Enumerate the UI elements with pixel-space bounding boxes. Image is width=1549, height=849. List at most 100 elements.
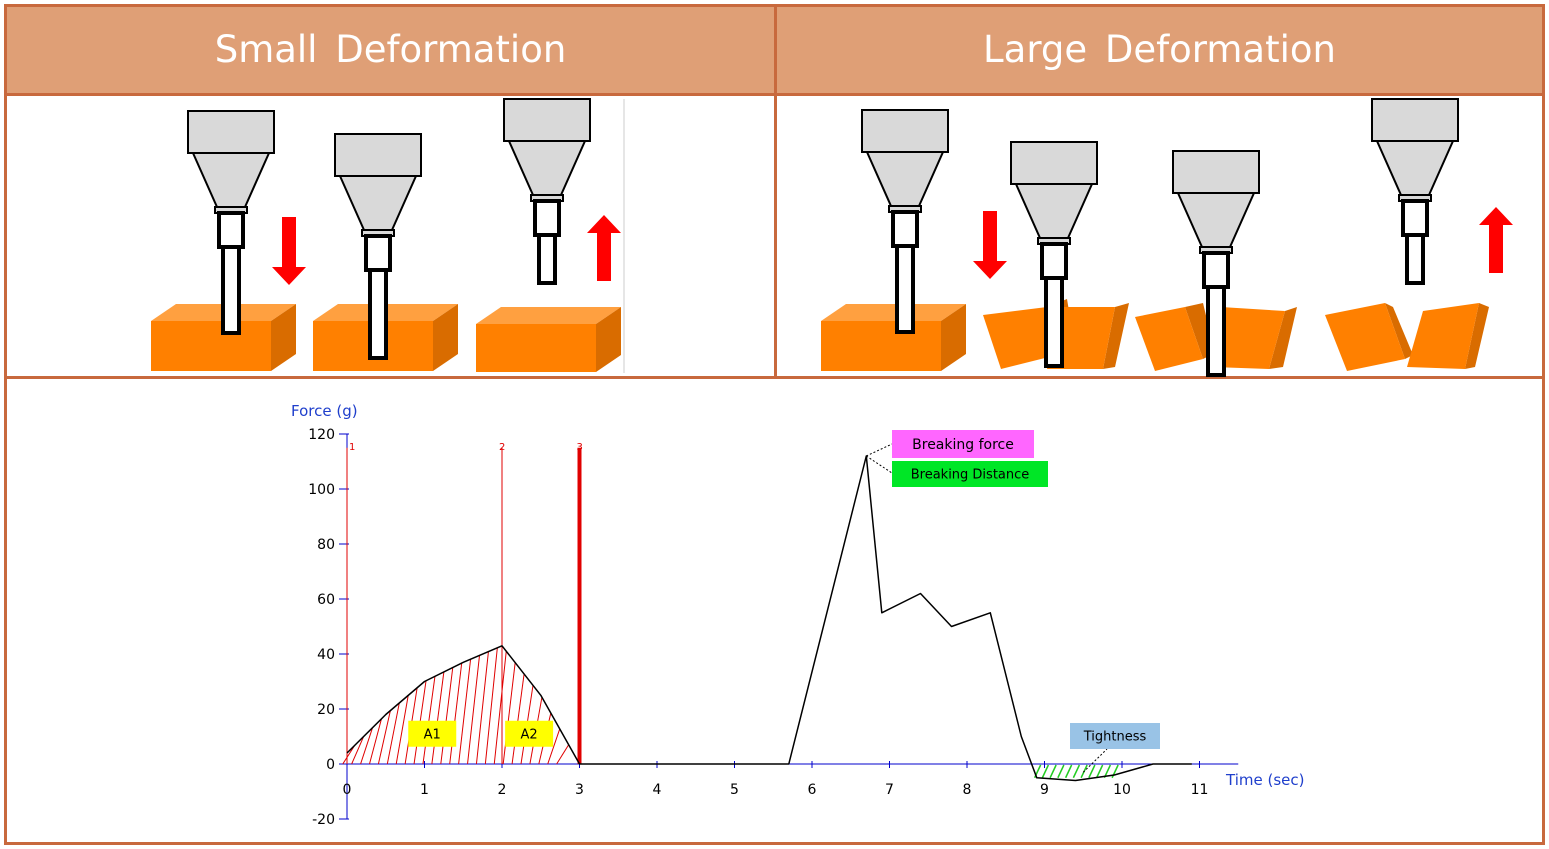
probe-chuck bbox=[1040, 242, 1068, 280]
x-tick-label: 4 bbox=[653, 782, 662, 798]
probe-large-4 bbox=[1371, 98, 1459, 285]
sample-block-4 bbox=[821, 304, 966, 371]
hatch-line bbox=[386, 702, 400, 765]
hatch-line bbox=[377, 710, 391, 765]
probe-chuck bbox=[533, 199, 561, 237]
region-label-a1-text: A1 bbox=[424, 727, 441, 742]
region-label-a2-text: A2 bbox=[521, 727, 538, 742]
column-divider bbox=[774, 7, 777, 379]
force-time-chart: -20 0 20 40 60 80 100 120 0 1 2 3 4 5 6 7 8 9 10 11 Force (g… bbox=[291, 402, 1304, 828]
probe-rod bbox=[1206, 285, 1226, 377]
hatch-line bbox=[511, 673, 525, 765]
block-front bbox=[151, 321, 271, 371]
region-label-a2: A2 bbox=[505, 720, 554, 747]
y-tick-label: 20 bbox=[317, 702, 335, 718]
breaking-distance-leader bbox=[865, 455, 893, 474]
block-front bbox=[476, 324, 596, 372]
piece-side bbox=[1103, 303, 1129, 369]
block-side bbox=[941, 304, 966, 371]
marker-label-3: 3 bbox=[577, 442, 583, 453]
probe-body bbox=[187, 110, 275, 154]
y-tick-label: 60 bbox=[317, 592, 335, 608]
hatch-line bbox=[431, 671, 445, 765]
block-side bbox=[271, 304, 296, 371]
hatch-line bbox=[1088, 764, 1096, 779]
row-divider bbox=[7, 376, 1542, 379]
breaking-force-label-bg bbox=[892, 430, 1034, 458]
piece-front bbox=[1407, 303, 1479, 369]
probe-body bbox=[1172, 150, 1260, 194]
probe-rod bbox=[1044, 276, 1064, 368]
y-tick-label: 120 bbox=[308, 427, 335, 443]
breaking-distance-label-bg bbox=[892, 461, 1048, 487]
x-tick-label: 5 bbox=[730, 782, 739, 798]
piece-front bbox=[1213, 307, 1285, 369]
region-label-a1: A1 bbox=[408, 720, 457, 747]
probe-large-1 bbox=[861, 109, 949, 334]
hatch-line bbox=[1041, 764, 1050, 779]
y-tick-label: 40 bbox=[317, 647, 335, 663]
down-arrow-small bbox=[272, 217, 306, 285]
tightness-label: Tightness bbox=[1070, 723, 1160, 749]
x-tick-label: 0 bbox=[343, 782, 352, 798]
hatch-line bbox=[1057, 764, 1065, 779]
x-tick-label: 9 bbox=[1040, 782, 1049, 798]
probe-body bbox=[503, 98, 591, 142]
hatch-line bbox=[369, 718, 382, 765]
probe-chuck bbox=[217, 211, 245, 249]
region-label-a2-bg bbox=[505, 720, 554, 747]
hatch-line bbox=[1095, 764, 1104, 779]
block-top bbox=[821, 304, 966, 321]
block-front bbox=[821, 321, 941, 371]
breaking-force-label-text: Breaking force bbox=[912, 437, 1014, 453]
hatch-line bbox=[342, 745, 356, 765]
up-arrow-large bbox=[1479, 207, 1513, 273]
probe-body bbox=[1371, 98, 1459, 142]
probe-rod bbox=[368, 268, 388, 360]
y-tick-label: 80 bbox=[317, 537, 335, 553]
probe-small-3 bbox=[503, 98, 591, 285]
marker-label-1: 1 bbox=[349, 442, 355, 453]
piece-side bbox=[1465, 303, 1489, 369]
x-tick-label: 10 bbox=[1113, 782, 1131, 798]
tightness-label-text: Tightness bbox=[1083, 730, 1147, 745]
hatch-line bbox=[467, 655, 481, 765]
probe-rod bbox=[1405, 233, 1425, 285]
piece-front bbox=[1325, 303, 1405, 371]
tightness-label-bg bbox=[1070, 723, 1160, 749]
probe-small-1 bbox=[187, 110, 275, 335]
probe-body bbox=[334, 133, 422, 177]
small-deformation-title: Small Deformation bbox=[214, 28, 567, 71]
hatch-line bbox=[1049, 764, 1057, 779]
hatch-line bbox=[556, 744, 570, 765]
hatch-line bbox=[484, 647, 498, 765]
block-side bbox=[433, 304, 458, 371]
x-tick-label: 2 bbox=[498, 782, 507, 798]
figure-frame: Small Deformation Large Deformation -20 0… bbox=[4, 4, 1545, 845]
piece-side bbox=[1269, 307, 1297, 369]
broken-piece-6 bbox=[1407, 303, 1489, 369]
y-axis-title: Force (g) bbox=[291, 402, 358, 420]
x-tick-label: 6 bbox=[808, 782, 817, 798]
x-tick-label: 8 bbox=[963, 782, 972, 798]
hatch-line bbox=[1072, 764, 1081, 779]
up-arrow-small bbox=[587, 215, 621, 281]
hatch-line bbox=[351, 736, 365, 765]
hatch-line bbox=[547, 728, 561, 765]
breaking-distance-label: Breaking Distance bbox=[892, 461, 1048, 487]
block-side bbox=[596, 307, 621, 372]
probe-rod bbox=[537, 233, 557, 285]
x-tick-label: 3 bbox=[575, 782, 584, 798]
broken-piece-4 bbox=[1213, 307, 1297, 369]
probe-rod bbox=[221, 245, 241, 335]
hatch-line bbox=[440, 667, 454, 765]
tightness-leader bbox=[1082, 748, 1108, 773]
hatch-line bbox=[502, 662, 516, 765]
hatch-line bbox=[422, 676, 436, 765]
probe-body bbox=[1010, 141, 1098, 185]
block-top bbox=[476, 307, 621, 324]
x-tick-label: 1 bbox=[420, 782, 429, 798]
y-tick-label: 0 bbox=[326, 757, 335, 773]
hatch-line bbox=[1064, 764, 1073, 779]
piece-front bbox=[1135, 307, 1203, 371]
